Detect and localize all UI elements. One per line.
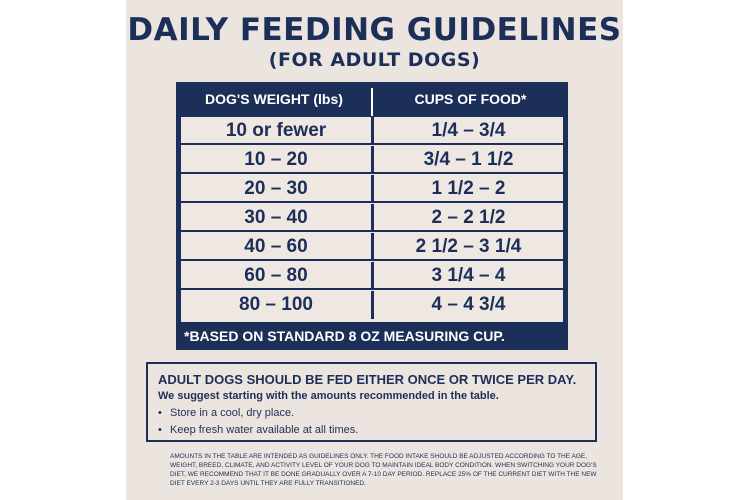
weight-cell: 30 – 40 bbox=[244, 207, 308, 228]
cups-cell: 2 1/2 – 3 1/4 bbox=[415, 236, 522, 257]
bullet-text: Store in a cool, dry place. bbox=[170, 407, 295, 419]
table-row: 40 – 60 2 1/2 – 3 1/4 bbox=[181, 233, 563, 261]
cups-cell: 1 1/2 – 2 bbox=[431, 178, 506, 199]
weight-cell: 10 or fewer bbox=[225, 120, 327, 141]
column-divider bbox=[371, 204, 374, 232]
table-row: 10 – 20 3/4 – 1 1/2 bbox=[181, 146, 563, 174]
table-row: 80 – 100 4 – 4 3/4 bbox=[181, 291, 563, 319]
table-header: DOG'S WEIGHT (lbs) CUPS OF FOOD* bbox=[176, 82, 568, 117]
header-divider bbox=[371, 88, 373, 116]
column-divider bbox=[371, 233, 374, 261]
cups-cell: 4 – 4 3/4 bbox=[431, 294, 506, 315]
table-row: 60 – 80 3 1/4 – 4 bbox=[181, 262, 563, 290]
table-row: 10 or fewer 1/4 – 3/4 bbox=[181, 117, 563, 145]
bullet-icon: • bbox=[158, 407, 162, 419]
table-row: 20 – 30 1 1/2 – 2 bbox=[181, 175, 563, 203]
cups-cell: 1/4 – 3/4 bbox=[431, 120, 506, 141]
column-divider bbox=[371, 146, 374, 174]
cups-cell: 3/4 – 1 1/2 bbox=[423, 149, 514, 170]
list-item: • Keep fresh water available at all times… bbox=[158, 422, 358, 439]
header-weight: DOG'S WEIGHT (lbs) bbox=[205, 91, 343, 107]
column-divider bbox=[371, 291, 374, 319]
weight-cell: 60 – 80 bbox=[244, 265, 308, 286]
info-subheading: We suggest starting with the amounts rec… bbox=[158, 390, 499, 402]
column-divider bbox=[371, 262, 374, 290]
table-body: 10 or fewer 1/4 – 3/4 10 – 20 3/4 – 1 1/… bbox=[181, 117, 563, 322]
feeding-guide-panel: DAILY FEEDING GUIDELINES (FOR ADULT DOGS… bbox=[126, 0, 623, 500]
column-divider bbox=[371, 175, 374, 203]
header-cups: CUPS OF FOOD* bbox=[414, 91, 527, 107]
page-title: DAILY FEEDING GUIDELINES bbox=[127, 12, 622, 48]
fine-print: Amounts in the table are intended as gui… bbox=[170, 453, 597, 487]
info-heading: ADULT DOGS SHOULD BE FED EITHER ONCE OR … bbox=[158, 372, 577, 387]
list-item: • Store in a cool, dry place. bbox=[158, 405, 358, 422]
table-row: 30 – 40 2 – 2 1/2 bbox=[181, 204, 563, 232]
column-divider bbox=[371, 117, 374, 145]
feeding-info-box: ADULT DOGS SHOULD BE FED EITHER ONCE OR … bbox=[146, 362, 597, 442]
weight-cell: 80 – 100 bbox=[239, 294, 313, 315]
bullet-text: Keep fresh water available at all times. bbox=[170, 424, 359, 436]
weight-cell: 20 – 30 bbox=[244, 178, 308, 199]
feeding-table: DOG'S WEIGHT (lbs) CUPS OF FOOD* 10 or f… bbox=[176, 82, 568, 350]
table-footnote: *BASED ON STANDARD 8 OZ MEASURING CUP. bbox=[184, 328, 505, 344]
page-subtitle: (FOR ADULT DOGS) bbox=[268, 49, 481, 71]
cups-cell: 3 1/4 – 4 bbox=[431, 265, 506, 286]
cups-cell: 2 – 2 1/2 bbox=[431, 207, 506, 228]
weight-cell: 40 – 60 bbox=[244, 236, 308, 257]
weight-cell: 10 – 20 bbox=[244, 149, 308, 170]
bullet-icon: • bbox=[158, 424, 162, 436]
info-bullet-list: • Store in a cool, dry place. • Keep fresh… bbox=[158, 405, 358, 439]
